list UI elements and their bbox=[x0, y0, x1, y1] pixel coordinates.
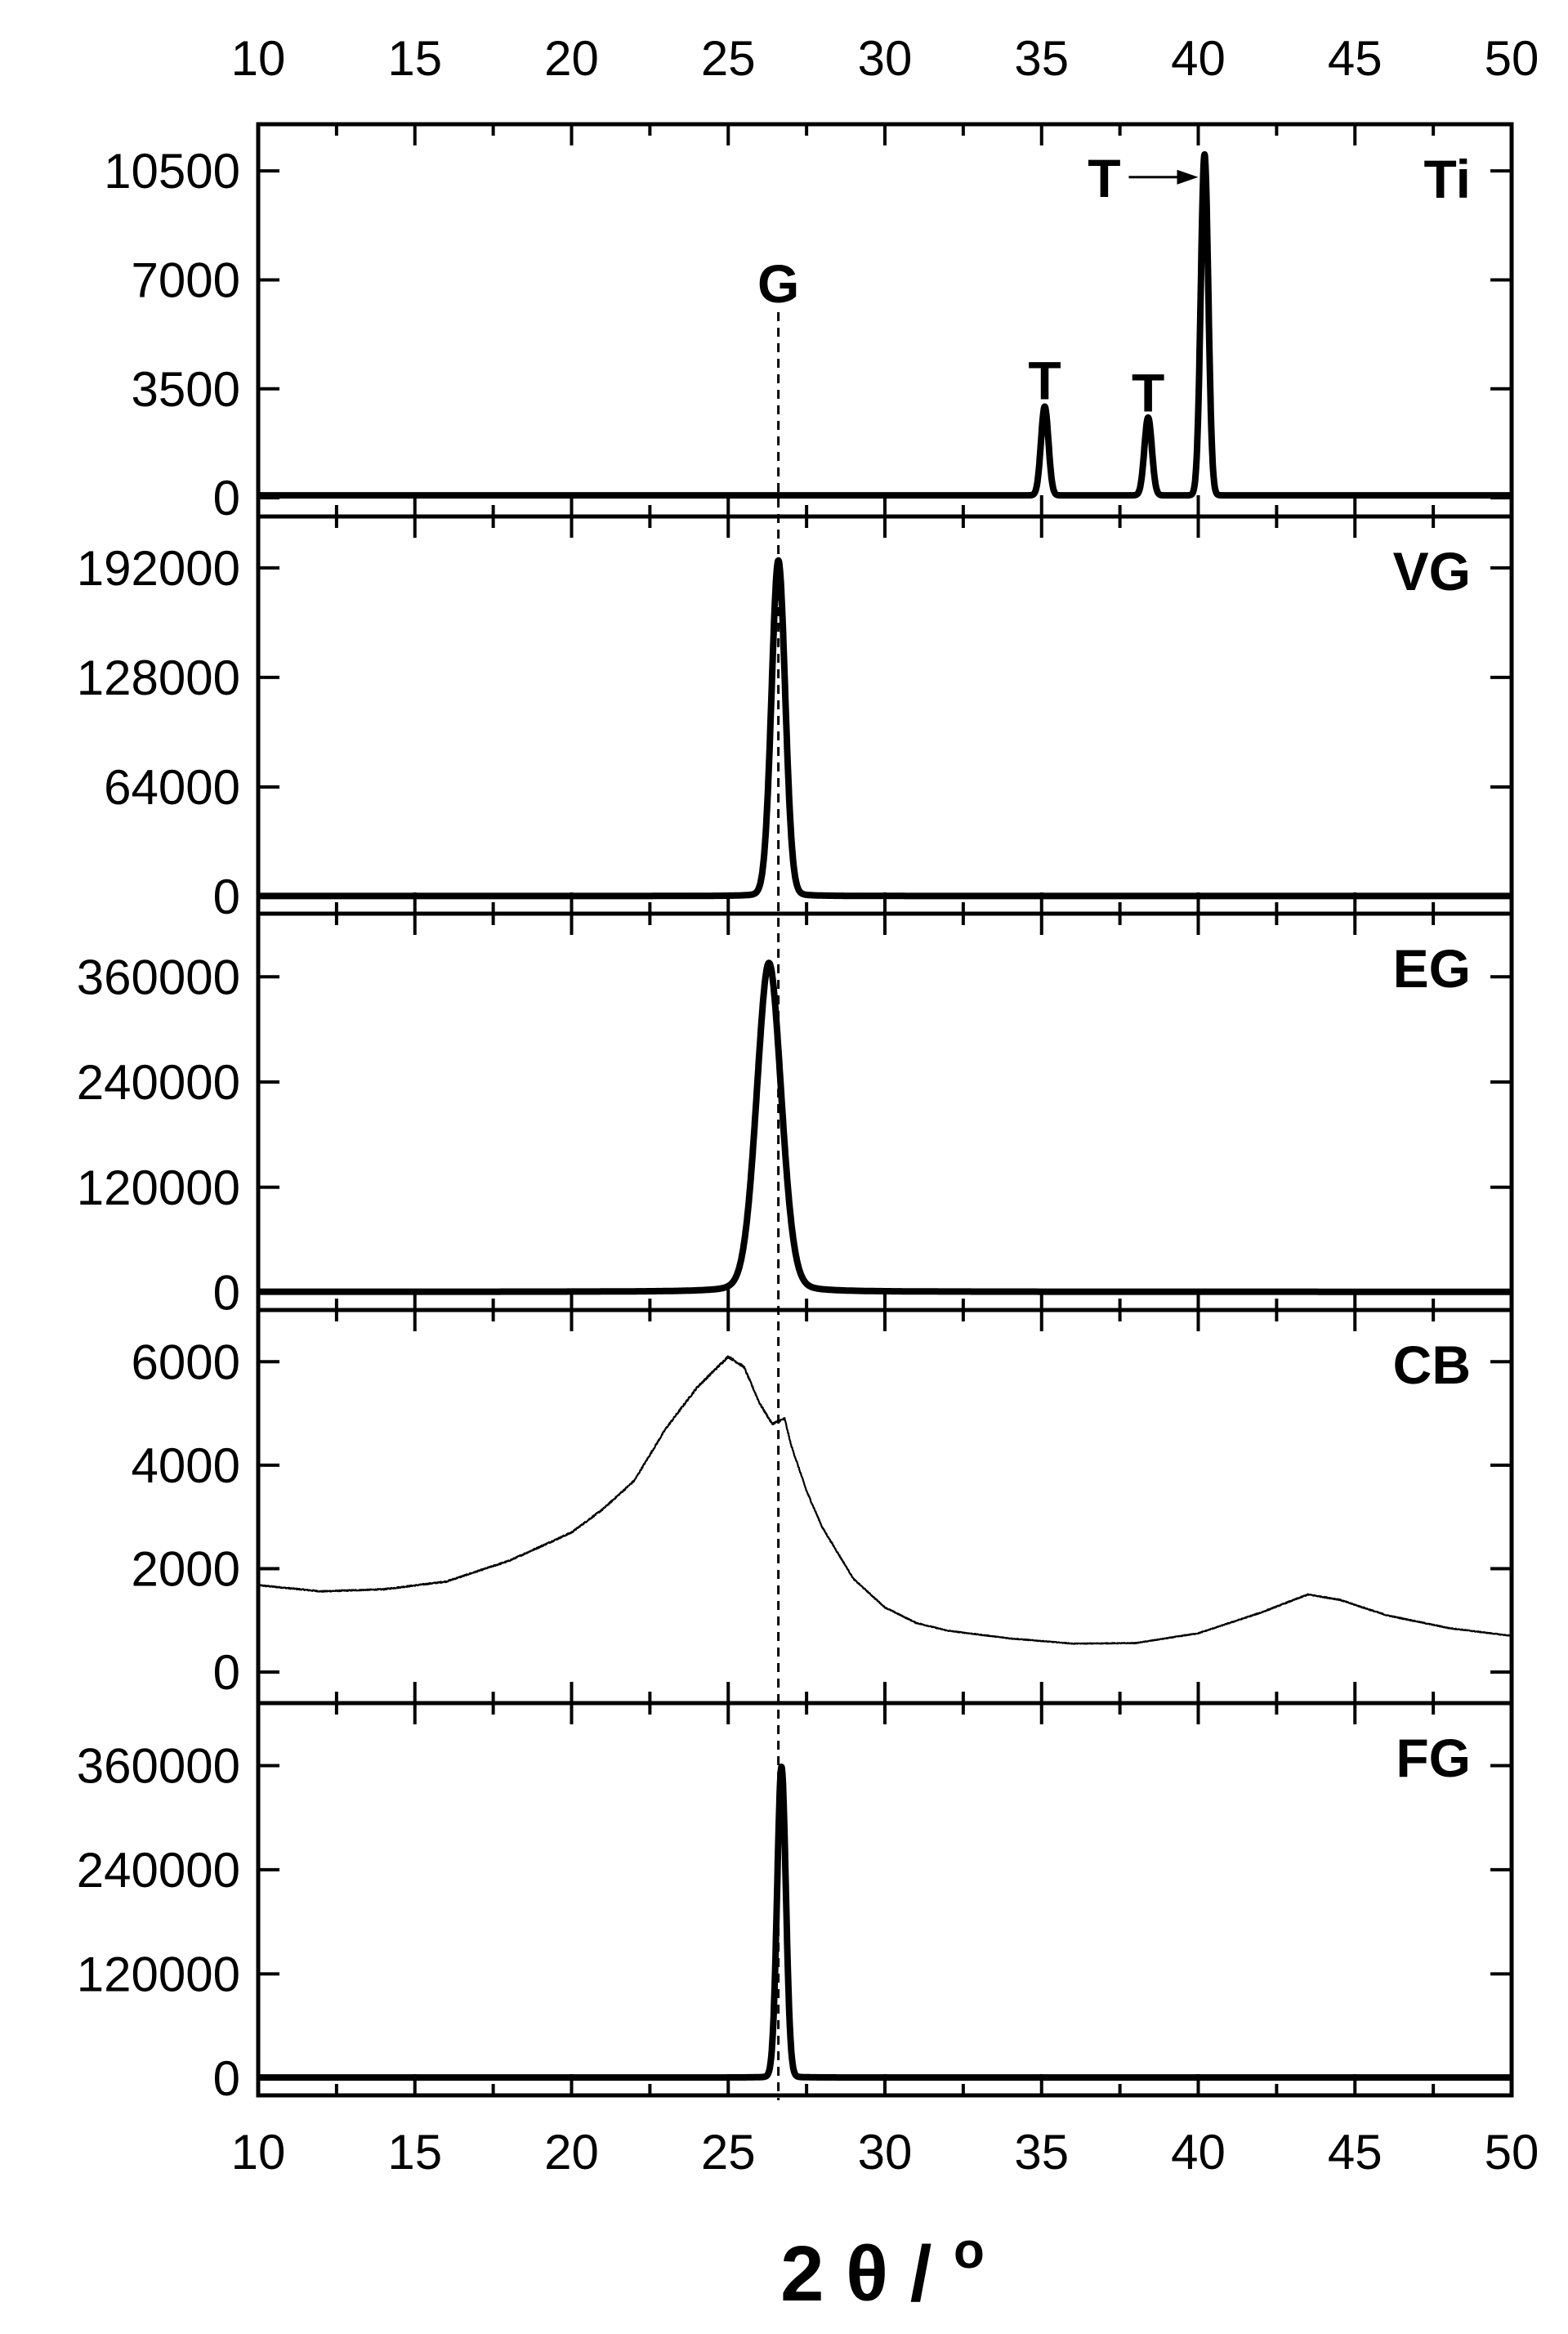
panel-FG-ytick-label: 240000 bbox=[77, 1843, 240, 1898]
x-tick-label-bottom: 10 bbox=[231, 2125, 286, 2180]
panel-label-Ti: Ti bbox=[1424, 149, 1471, 209]
panel-VG-ytick-label: 64000 bbox=[104, 760, 240, 815]
peak-annotation-T-0: T bbox=[1028, 350, 1061, 410]
x-tick-label-top: 15 bbox=[387, 31, 442, 86]
panel-Ti-ytick-label: 10500 bbox=[104, 144, 240, 199]
x-tick-label-bottom: 45 bbox=[1328, 2125, 1383, 2180]
x-tick-label-top: 25 bbox=[701, 31, 756, 86]
panel-CB-frame bbox=[256, 1308, 1514, 1706]
panel-Ti-ytick-label: 7000 bbox=[132, 253, 240, 307]
series-EG-line bbox=[255, 959, 1515, 1295]
panel-CB: 0 2000 4000 6000 CB bbox=[132, 1308, 1514, 1706]
x-tick-label-bottom: 20 bbox=[544, 2125, 599, 2180]
panel-Ti-frame bbox=[256, 122, 1514, 519]
x-tick-label-bottom: 50 bbox=[1485, 2125, 1539, 2180]
x-tick-label-top: 20 bbox=[544, 31, 599, 86]
panel-Ti-ytick-label: 3500 bbox=[132, 362, 240, 417]
x-tick-label-bottom: 25 bbox=[701, 2125, 756, 2180]
panel-FG-ytick-label: 120000 bbox=[77, 1947, 240, 2001]
x-axis-title-main: 2 θ / bbox=[780, 2230, 954, 2318]
x-axis-title: 2 θ / o bbox=[780, 2223, 985, 2318]
panel-EG: 0 120000 240000 360000 EG bbox=[77, 911, 1515, 1321]
panel-VG-ytick-label: 128000 bbox=[77, 651, 240, 705]
x-tick-label-top: 35 bbox=[1014, 31, 1069, 86]
panel-EG-ytick-label: 0 bbox=[213, 1266, 240, 1321]
panel-CB-ytick-label: 2000 bbox=[132, 1541, 240, 1596]
panel-FG-ytick-label: 360000 bbox=[77, 1738, 240, 1793]
panel-label-VG: VG bbox=[1393, 541, 1471, 601]
panel-VG-frame bbox=[256, 514, 1514, 916]
panel-CB-ytick-label: 0 bbox=[213, 1645, 240, 1700]
panel-FG-ytick-label: 0 bbox=[213, 2051, 240, 2106]
panel-Ti-ytick-label: 0 bbox=[213, 471, 240, 525]
x-tick-label-bottom: 35 bbox=[1014, 2125, 1069, 2180]
panel-FG: 0 120000 240000 360000 FG bbox=[77, 1701, 1515, 2106]
panel-VG-ytick-label: 192000 bbox=[77, 541, 240, 596]
x-tick-label-top: 45 bbox=[1328, 31, 1383, 86]
peak-annotation-T-2: T bbox=[1088, 148, 1120, 208]
panel-EG-ytick-label: 240000 bbox=[77, 1055, 240, 1110]
panel-EG-frame bbox=[256, 911, 1514, 1312]
series-FG-line bbox=[255, 1763, 1515, 2081]
x-tick-label-top: 10 bbox=[231, 31, 286, 86]
panel-FG-frame bbox=[256, 1701, 1514, 2098]
panel-EG-ytick-label: 120000 bbox=[77, 1160, 240, 1215]
panel-CB-ytick-label: 4000 bbox=[132, 1438, 240, 1493]
series-VG-line bbox=[255, 557, 1515, 900]
x-tick-label-top: 50 bbox=[1485, 31, 1539, 86]
x-tick-label-bottom: 40 bbox=[1171, 2125, 1226, 2180]
panel-EG-ytick-label: 360000 bbox=[77, 950, 240, 1004]
reference-label-G: G bbox=[757, 253, 799, 314]
panel-label-FG: FG bbox=[1396, 1728, 1471, 1788]
panel-label-CB: CB bbox=[1393, 1335, 1471, 1395]
panel-VG: 0 64000 128000 192000 VG bbox=[77, 514, 1515, 924]
annotation-arrow-head bbox=[1177, 169, 1199, 185]
series-CB-line bbox=[257, 1355, 1512, 1645]
panel-label-EG: EG bbox=[1393, 938, 1471, 999]
x-tick-label-top: 40 bbox=[1171, 31, 1226, 86]
peak-annotation-T-1: T bbox=[1132, 363, 1164, 423]
series-Ti-line bbox=[255, 151, 1515, 499]
panel-VG-ytick-label: 0 bbox=[213, 870, 240, 924]
panel-Ti: 0 3500 7000 10500 Ti T T T bbox=[104, 122, 1515, 525]
x-tick-label-top: 30 bbox=[858, 31, 913, 86]
x-axis-layer: 10 10 15 15 20 20 25 25 30 30 35 35 40 40 45 45 50 50 bbox=[231, 31, 1539, 2180]
x-axis-title-degree: o bbox=[954, 2223, 985, 2279]
x-tick-label-bottom: 30 bbox=[858, 2125, 913, 2180]
x-tick-label-bottom: 15 bbox=[387, 2125, 442, 2180]
panel-CB-ytick-label: 6000 bbox=[132, 1335, 240, 1389]
